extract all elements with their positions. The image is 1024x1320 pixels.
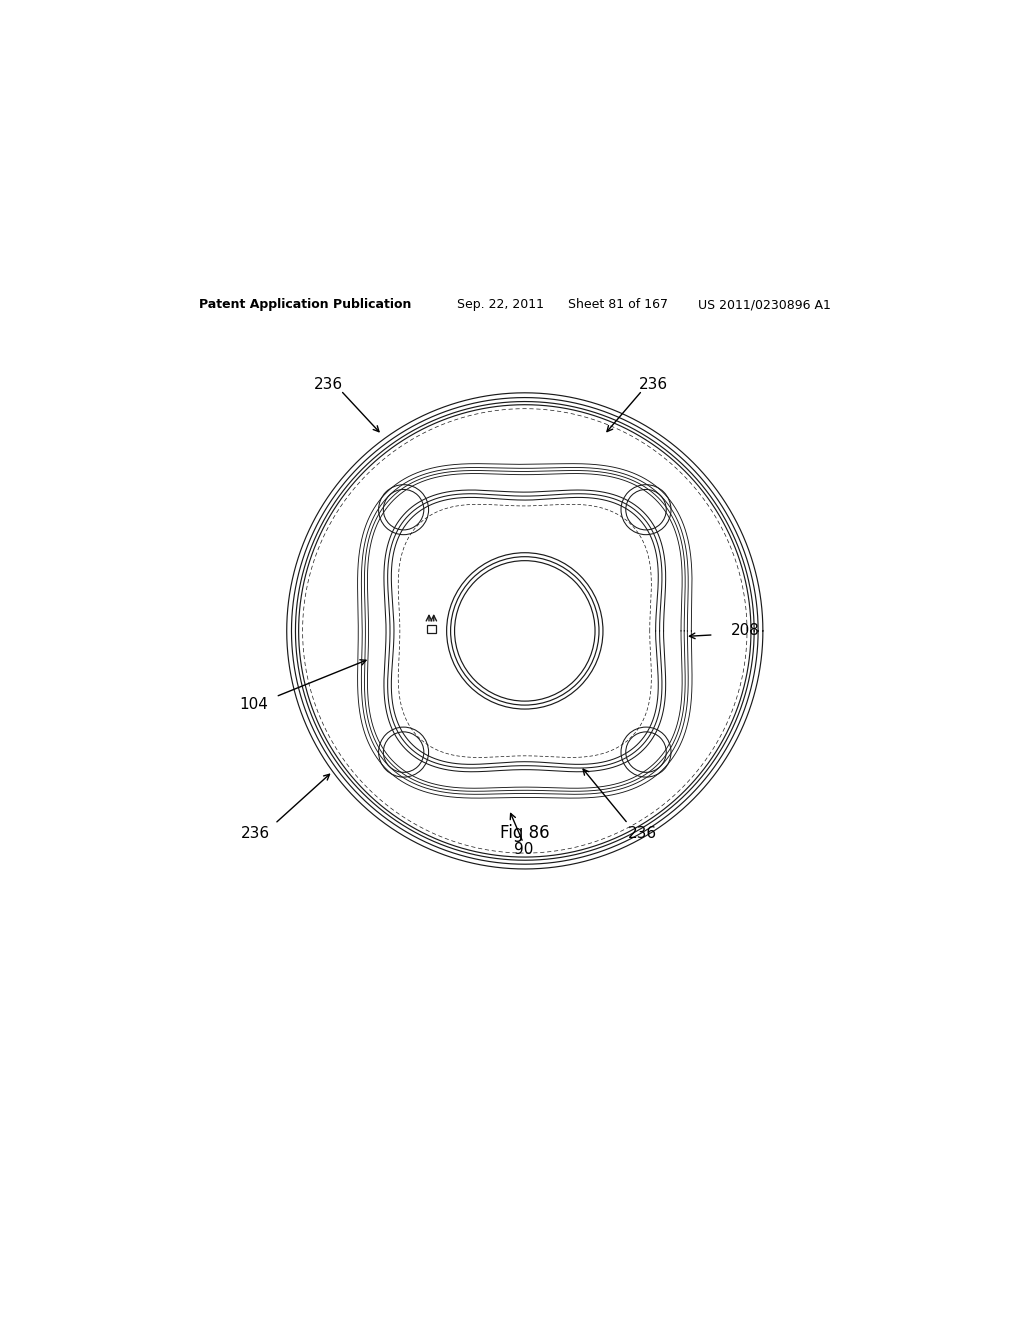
Text: 236: 236: [313, 378, 343, 392]
Text: Patent Application Publication: Patent Application Publication: [200, 298, 412, 312]
Bar: [427, 626, 436, 634]
Text: Sep. 22, 2011: Sep. 22, 2011: [458, 298, 545, 312]
Text: Sheet 81 of 167: Sheet 81 of 167: [568, 298, 669, 312]
Text: 90: 90: [513, 842, 532, 857]
Text: 104: 104: [239, 697, 268, 713]
Text: 208: 208: [731, 623, 760, 639]
Text: 236: 236: [639, 378, 668, 392]
Text: Fig 86: Fig 86: [500, 824, 550, 842]
Text: US 2011/0230896 A1: US 2011/0230896 A1: [697, 298, 830, 312]
Text: 236: 236: [628, 826, 656, 841]
Text: 236: 236: [241, 826, 269, 841]
